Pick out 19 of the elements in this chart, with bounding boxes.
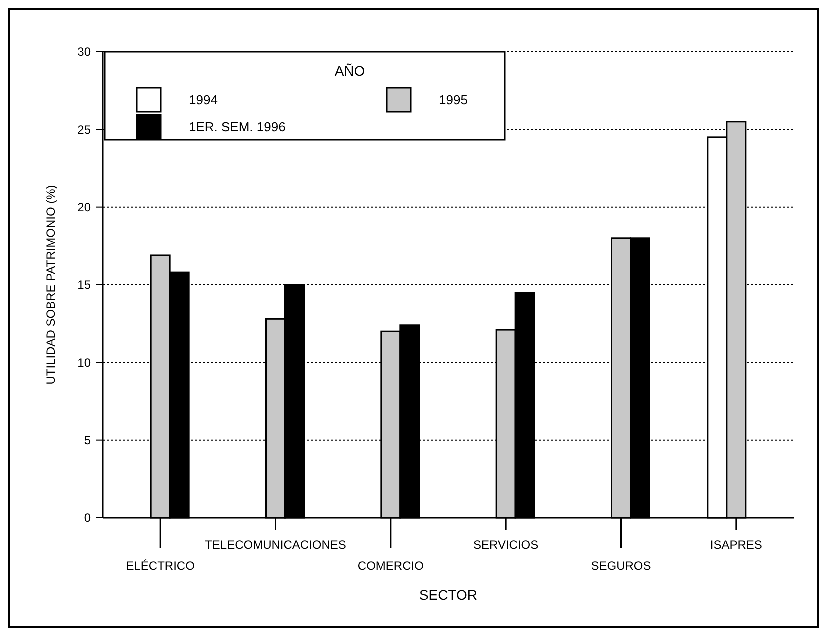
x-axis-title: SECTOR: [419, 587, 478, 603]
y-tick-label: 5: [84, 434, 92, 448]
y-tick-label: 0: [84, 511, 92, 526]
y-tick-label: 15: [78, 278, 92, 292]
legend-label: 1995: [439, 92, 468, 108]
y-tick-label: 20: [78, 200, 92, 215]
y-axis-title: UTILIDAD SOBRE PATRIMONIO (%): [44, 185, 58, 385]
x-tick-label: ISAPRES: [710, 538, 762, 552]
legend-label: 1994: [189, 92, 218, 108]
x-tick-label: SEGUROS: [591, 559, 652, 573]
x-tick-label: COMERCIO: [358, 559, 424, 573]
y-tick-label: 25: [78, 122, 92, 137]
x-tick-label: SERVICIOS: [474, 538, 539, 552]
x-tick-label: TELECOMUNICACIONES: [205, 538, 346, 552]
legend-label: 1ER. SEM. 1996: [189, 120, 286, 135]
y-tick-label: 30: [78, 45, 92, 60]
y-tick-label: 10: [78, 356, 92, 370]
legend-title: AÑO: [334, 63, 366, 79]
x-tick-label: ELÉCTRICO: [126, 559, 195, 573]
